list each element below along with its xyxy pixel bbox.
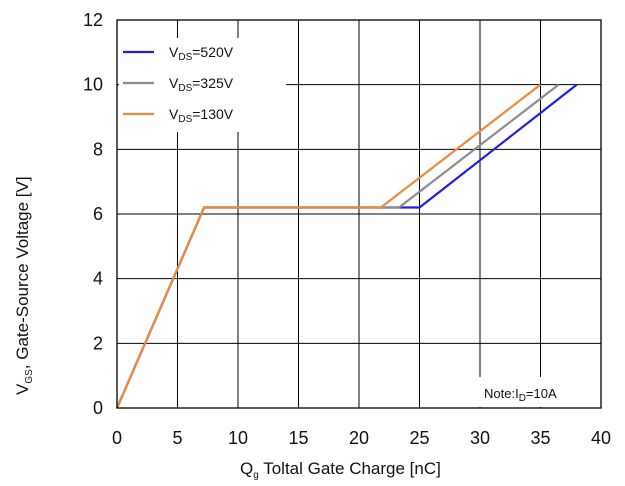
note-box xyxy=(474,377,596,407)
legend-label-1: VDS=520V xyxy=(169,44,234,63)
x-tick-label: 20 xyxy=(349,428,369,448)
note-sub: D xyxy=(519,393,526,404)
note-main: Note:I xyxy=(484,386,519,401)
legend-label-main: V xyxy=(169,44,179,60)
note-label: Note:ID=10A xyxy=(484,386,557,404)
x-tick-label: 15 xyxy=(288,428,308,448)
x-tick-label: 35 xyxy=(530,428,550,448)
y-tick-label: 12 xyxy=(83,10,103,30)
series-line-2 xyxy=(115,83,560,409)
grid-lines xyxy=(116,19,602,409)
y-axis-label: VGS, Gate-Source Voltage [V] xyxy=(13,176,35,395)
legend-box xyxy=(119,38,286,132)
legend-label-rest: =520V xyxy=(192,44,234,60)
series-line-3 xyxy=(115,83,542,409)
plot-frame xyxy=(116,19,602,409)
y-tick-label: 10 xyxy=(83,75,103,95)
series-lines xyxy=(115,83,578,409)
legend-label-rest: =325V xyxy=(192,75,234,91)
legend-label-sub: DS xyxy=(178,83,192,94)
x-tick-label: 30 xyxy=(470,428,490,448)
y-tick-labels: 0 2 4 6 8 10 12 xyxy=(83,10,103,418)
x-tick-labels: 0 5 10 15 20 25 30 35 40 xyxy=(112,428,611,448)
legend-label-main: V xyxy=(169,75,179,91)
y-axis-label-sub: GS xyxy=(24,369,35,384)
y-tick-label: 6 xyxy=(93,204,103,224)
y-axis-label-main: V xyxy=(13,383,32,395)
legend-label-main: V xyxy=(169,106,179,122)
series-line-1 xyxy=(115,83,578,409)
legend-label-sub: DS xyxy=(178,114,192,125)
x-tick-label: 25 xyxy=(409,428,429,448)
y-tick-label: 4 xyxy=(93,269,103,289)
x-axis-label-rest: Toltal Gate Charge [nC] xyxy=(259,459,441,478)
legend-label-rest: =130V xyxy=(192,106,234,122)
y-tick-label: 2 xyxy=(93,333,103,353)
legend-label-2: VDS=325V xyxy=(169,75,234,94)
x-tick-label: 0 xyxy=(112,428,122,448)
x-axis-label-sub: g xyxy=(253,470,259,481)
x-axis-label: Qg Toltal Gate Charge [nC] xyxy=(240,459,441,481)
y-axis-label-rest: , Gate-Source Voltage [V] xyxy=(13,176,32,369)
legend-label-sub: DS xyxy=(178,52,192,63)
y-tick-label: 0 xyxy=(93,398,103,418)
x-tick-label: 40 xyxy=(591,428,611,448)
note-rest: =10A xyxy=(526,386,557,401)
note-annotation: Note:ID=10A xyxy=(474,377,596,407)
x-tick-label: 10 xyxy=(228,428,248,448)
legend-label-3: VDS=130V xyxy=(169,106,234,125)
x-axis-label-main: Q xyxy=(240,459,253,478)
x-tick-label: 5 xyxy=(172,428,182,448)
y-tick-label: 8 xyxy=(93,139,103,159)
